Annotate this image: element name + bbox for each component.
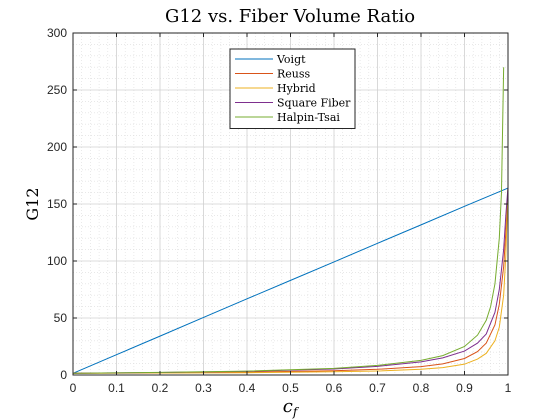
x-tick-label: 0.9 [456, 381, 473, 395]
legend-label: Reuss [277, 68, 311, 81]
chart-title: G12 vs. Fiber Volume Ratio [165, 6, 415, 27]
legend-label: Square Fiber [277, 97, 351, 110]
x-tick-label: 0.8 [413, 381, 430, 395]
y-tick-label: 200 [47, 140, 67, 154]
y-tick-label: 300 [47, 26, 67, 40]
y-tick-label: 50 [54, 311, 68, 325]
x-axis-label: cf [283, 396, 300, 419]
series-layer [72, 67, 509, 374]
series-line-hybrid [72, 188, 509, 374]
series-line-voigt [72, 187, 509, 374]
legend-label: Hybrid [277, 82, 316, 95]
y-tick-label: 250 [47, 83, 67, 97]
legend-label: Halpin-Tsai [277, 111, 340, 124]
x-tick-labels: 0 0.1 0.2 0.3 0.4 0.5 0.6 0.7 0.8 0.9 1 [70, 381, 512, 395]
x-tick-label: 1 [505, 381, 512, 395]
x-tick-label: 0.2 [152, 381, 169, 395]
series-line-reuss [72, 188, 509, 374]
y-tick-label: 100 [47, 254, 67, 268]
x-tick-label: 0.4 [239, 381, 256, 395]
x-tick-label: 0.1 [108, 381, 125, 395]
ticks-layer [72, 32, 509, 376]
y-axis-label: G12 [23, 187, 42, 220]
legend-label: Voigt [276, 53, 306, 66]
x-tick-label: 0.7 [369, 381, 386, 395]
x-tick-label: 0.5 [282, 381, 299, 395]
x-tick-label: 0 [70, 381, 77, 395]
y-tick-label: 0 [60, 368, 67, 382]
x-tick-label: 0.3 [195, 381, 212, 395]
series-line-halpin-tsai [72, 67, 505, 374]
y-tick-label: 150 [47, 197, 67, 211]
y-tick-labels: 0 50 100 150 200 250 300 [47, 26, 67, 382]
legend-box [229, 48, 356, 129]
x-tick-label: 0.6 [326, 381, 343, 395]
